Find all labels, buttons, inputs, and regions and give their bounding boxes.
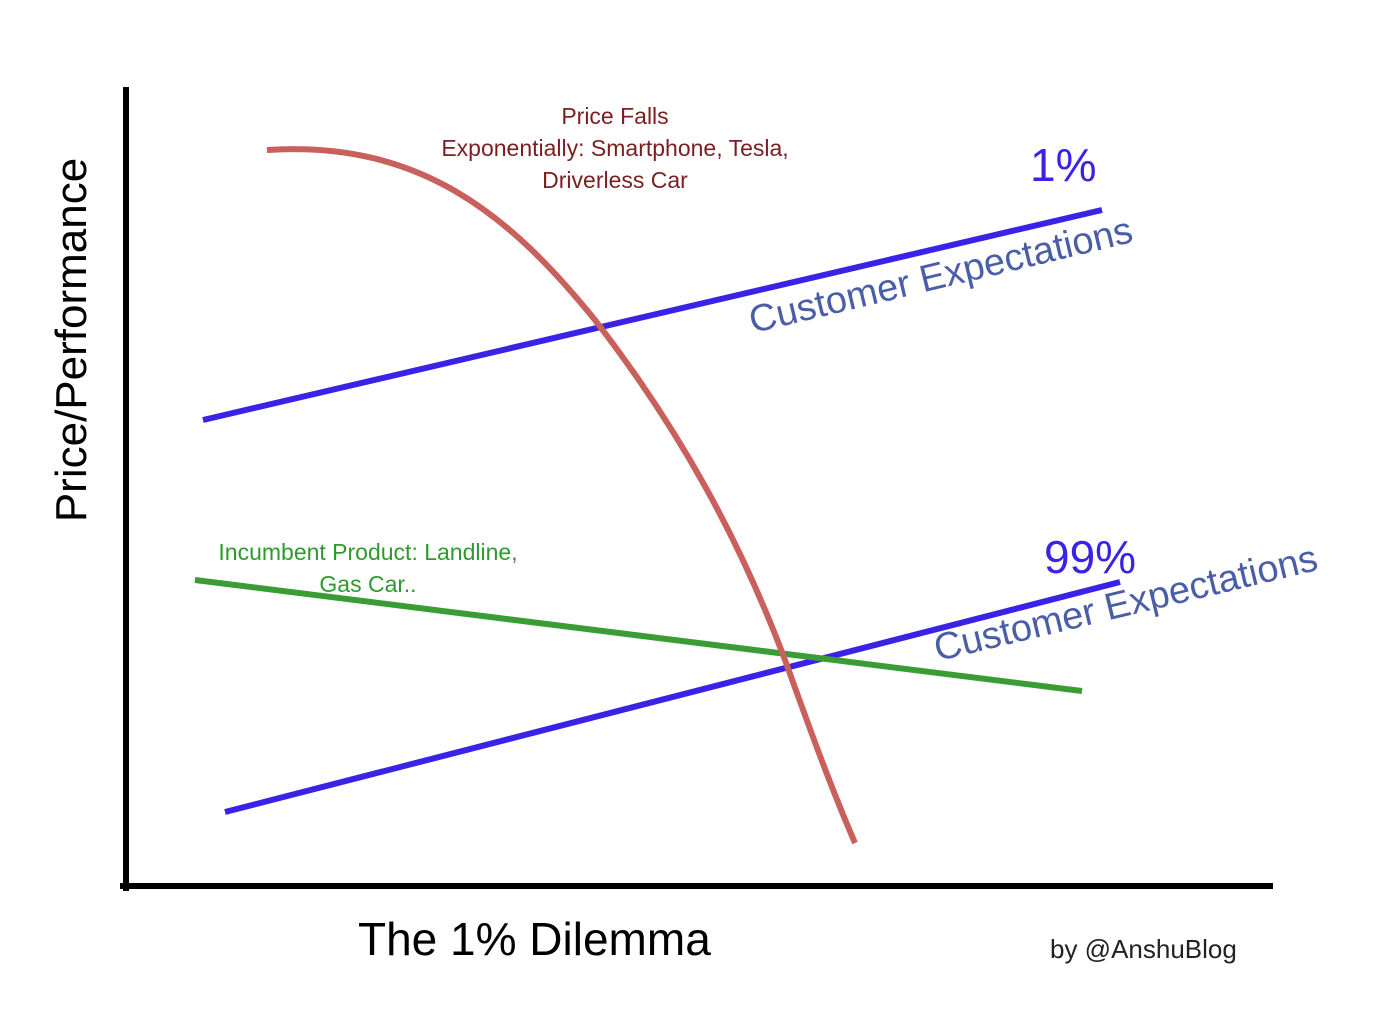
price-curve-note-line: Price Falls: [561, 103, 669, 129]
author-credit: by @AnshuBlog: [1050, 934, 1237, 964]
y-axis-label: Price/Performance: [47, 157, 96, 523]
incumbent-note-line: Gas Car..: [319, 571, 417, 597]
expectation-line-99pct: [224, 579, 1121, 815]
diagram-title: The 1% Dilemma: [358, 913, 711, 965]
price-curve-note-line: Driverless Car: [542, 167, 688, 193]
price-curve: [266, 146, 858, 845]
price-curve-note-line: Exponentially: Smartphone, Tesla,: [441, 135, 789, 161]
incumbent-line: [194, 577, 1083, 694]
percent-label-99pct: 99%: [1044, 531, 1137, 583]
expectation-line-1pct: [202, 207, 1103, 423]
incumbent-note: Incumbent Product: Landline, Gas Car..: [178, 536, 558, 600]
incumbent-note-line: Incumbent Product: Landline,: [218, 539, 518, 565]
price-curve-note: Price Falls Exponentially: Smartphone, T…: [380, 100, 850, 196]
percent-label-1pct: 1%: [1030, 139, 1097, 191]
